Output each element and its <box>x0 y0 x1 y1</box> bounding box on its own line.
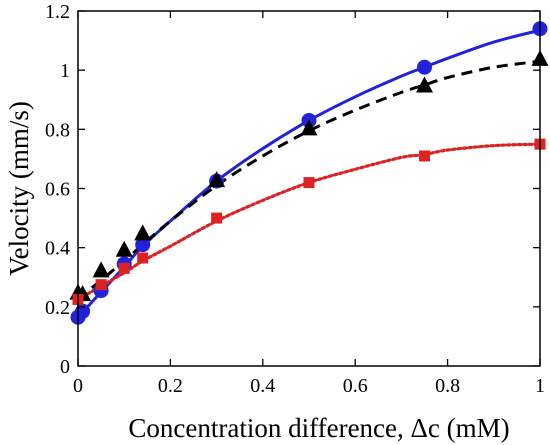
x-tick-label: 0 <box>73 375 83 397</box>
series-1-point <box>135 237 151 253</box>
x-tick-label: 0.8 <box>435 375 460 397</box>
y-tick-label: 0.2 <box>45 297 70 319</box>
x-tick-label: 0.6 <box>343 375 368 397</box>
series-2-point <box>300 119 318 136</box>
x-tick-label: 1 <box>535 375 545 397</box>
series-2-point <box>92 261 110 278</box>
y-tick-label: 0.8 <box>45 119 70 141</box>
y-tick-label: 1 <box>60 60 70 82</box>
plot-frame <box>77 10 541 367</box>
plot-layer <box>76 28 542 319</box>
series-2-point <box>115 240 133 257</box>
series-3-fit-line <box>76 142 542 302</box>
series-3-point <box>211 212 223 224</box>
series-2-point <box>134 224 152 241</box>
y-tick-label: 0.6 <box>45 179 70 201</box>
series-3-point <box>419 150 430 162</box>
y-tick-label: 0 <box>60 356 70 378</box>
series-1-point <box>417 59 432 75</box>
x-tick-label: 0.4 <box>250 375 275 397</box>
series-3-point <box>303 177 315 189</box>
y-tick-label: 0.4 <box>45 238 70 260</box>
series-3-point <box>137 252 149 264</box>
x-axis-label: Concentration difference, Δc (mM) <box>128 413 509 443</box>
x-tick-label: 0.2 <box>158 375 183 397</box>
series-2-point <box>208 171 226 188</box>
series-2-point <box>416 76 433 93</box>
y-axis-label: Velocity (mm/s) <box>4 101 34 276</box>
series-3-point <box>118 262 130 274</box>
marks-layer <box>69 21 549 325</box>
y-tick-label: 1.2 <box>45 1 70 23</box>
series-3-point <box>95 279 107 291</box>
series-1-point <box>75 303 91 319</box>
ticks-layer: 0 0.2 0.4 0.6 0.8 1 0 0.2 0.4 0.6 0.8 1 1.2 <box>45 1 545 397</box>
